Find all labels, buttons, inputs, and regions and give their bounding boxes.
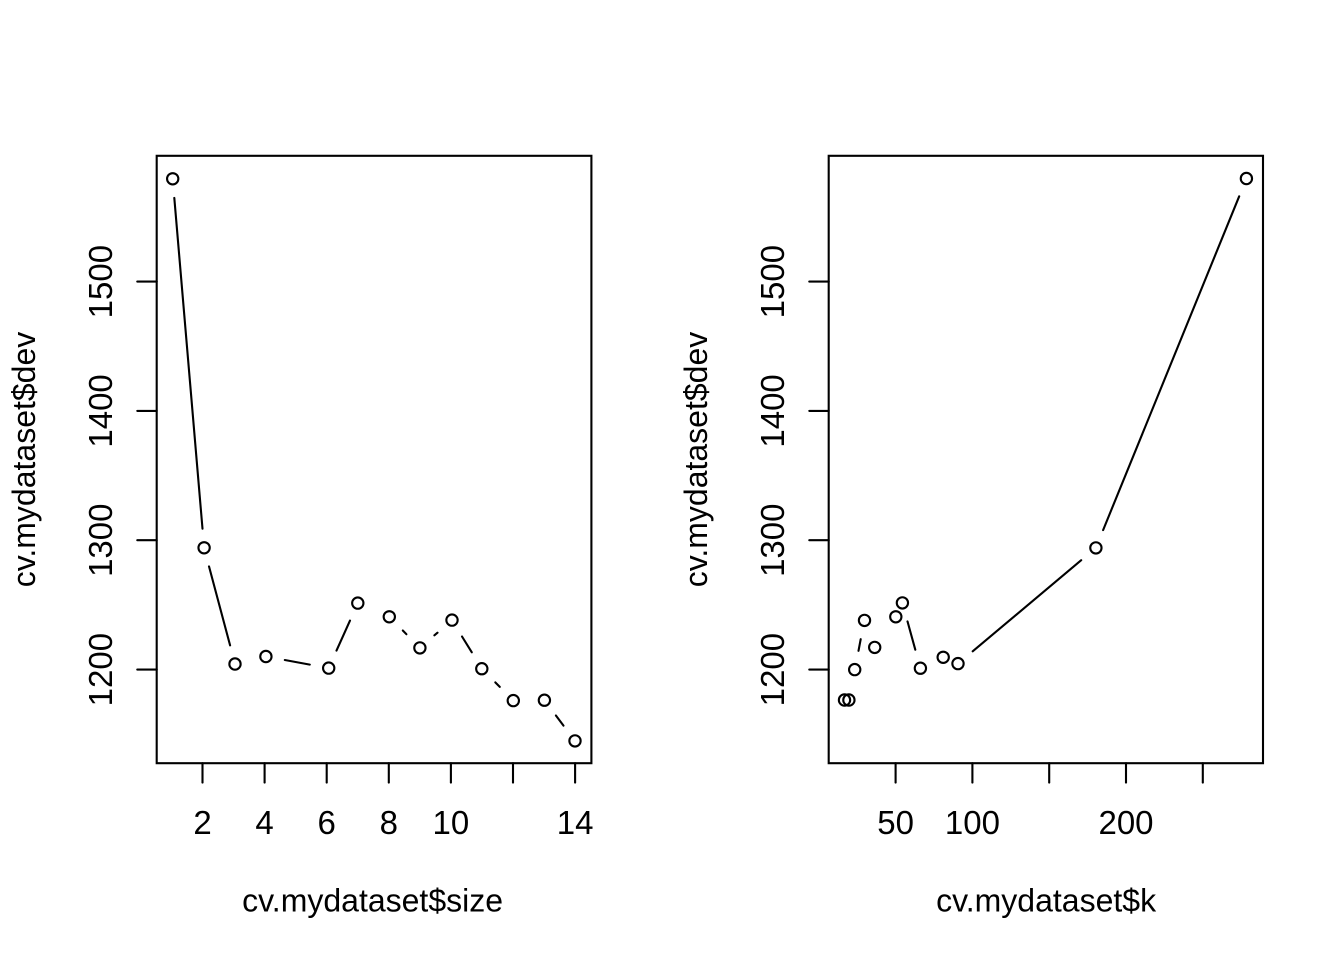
svg-text:1300: 1300: [754, 503, 791, 576]
svg-text:2: 2: [193, 804, 211, 841]
svg-text:cv.mydataset$dev: cv.mydataset$dev: [678, 332, 714, 588]
svg-text:8: 8: [380, 804, 398, 841]
svg-text:1200: 1200: [754, 633, 791, 706]
svg-text:cv.mydataset$size: cv.mydataset$size: [242, 882, 503, 918]
svg-text:6: 6: [318, 804, 336, 841]
svg-text:4: 4: [255, 804, 273, 841]
svg-text:cv.mydataset$dev: cv.mydataset$dev: [6, 332, 42, 588]
svg-text:1400: 1400: [754, 374, 791, 447]
svg-text:1400: 1400: [82, 374, 119, 447]
svg-text:1300: 1300: [82, 503, 119, 576]
svg-text:50: 50: [877, 804, 914, 841]
svg-text:10: 10: [433, 804, 470, 841]
svg-text:14: 14: [557, 804, 594, 841]
svg-text:1200: 1200: [82, 633, 119, 706]
svg-text:1500: 1500: [82, 245, 119, 318]
svg-text:1500: 1500: [754, 245, 791, 318]
svg-text:100: 100: [945, 804, 1000, 841]
svg-text:cv.mydataset$k: cv.mydataset$k: [936, 882, 1157, 918]
svg-text:200: 200: [1098, 804, 1153, 841]
